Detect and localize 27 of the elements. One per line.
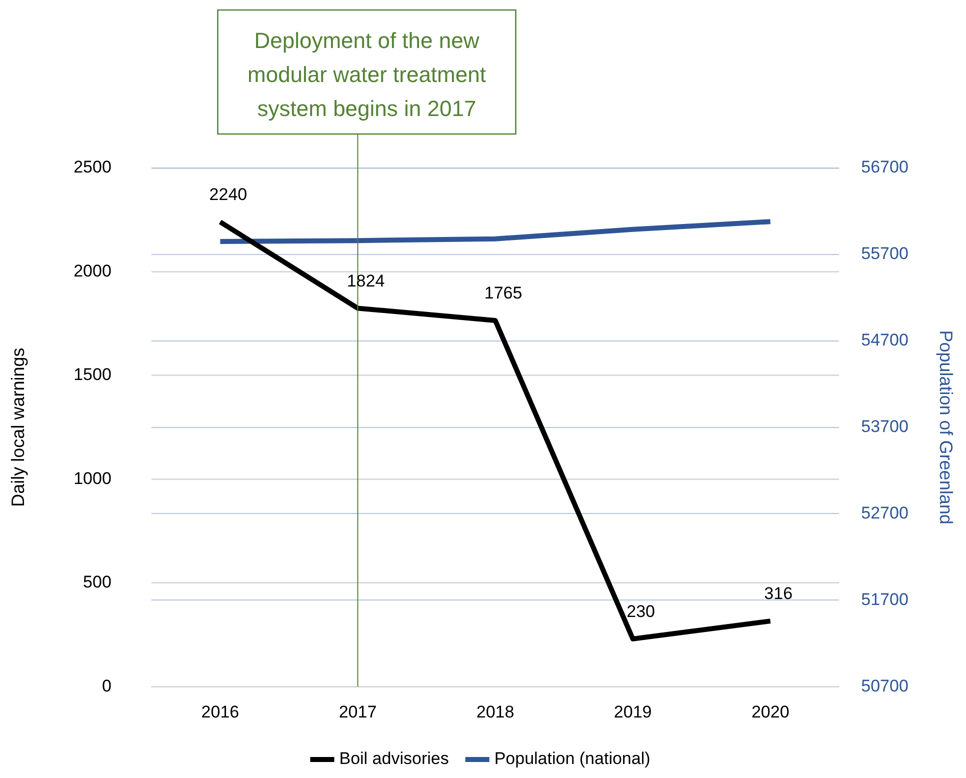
- y2-tick-label: 53700: [861, 416, 908, 436]
- y-tick-label: 500: [83, 572, 112, 592]
- y-tick-label: 1500: [74, 365, 112, 384]
- y-tick-label: 2500: [74, 158, 112, 177]
- y2-tick-label: 52700: [861, 503, 908, 522]
- y2-tick-label: 54700: [861, 330, 908, 350]
- ref-line-label: Deployment of the new modular water treatment system begins in 2017: [248, 28, 486, 122]
- y-tick-label: 2000: [74, 261, 112, 280]
- y-axis-title: Daily local warnings: [8, 348, 28, 507]
- y2-tick-label: 50700: [861, 676, 908, 696]
- y2-tick-label: 51700: [861, 590, 908, 609]
- legend-label: Boil advisories: [339, 749, 449, 768]
- x-tick-label: 2017: [338, 702, 377, 722]
- data-label: 1765: [484, 284, 522, 303]
- x-tick-label: 2019: [614, 702, 652, 722]
- y2-tick-label: 56700: [861, 158, 908, 177]
- x-tick-label: 2016: [201, 702, 240, 722]
- x-tick-label: 2018: [476, 702, 514, 722]
- y2-tick-label: 55700: [861, 244, 908, 264]
- data-label: 316: [764, 584, 793, 604]
- x-tick-label: 2020: [751, 702, 790, 722]
- y2-axis-title: Population of Greenland: [936, 330, 956, 524]
- legend-label: Population (national): [494, 749, 650, 768]
- data-label: 2240: [209, 185, 248, 204]
- y-tick-label: 0: [102, 676, 112, 696]
- data-label: 230: [626, 602, 655, 622]
- y-tick-label: 1000: [74, 468, 112, 488]
